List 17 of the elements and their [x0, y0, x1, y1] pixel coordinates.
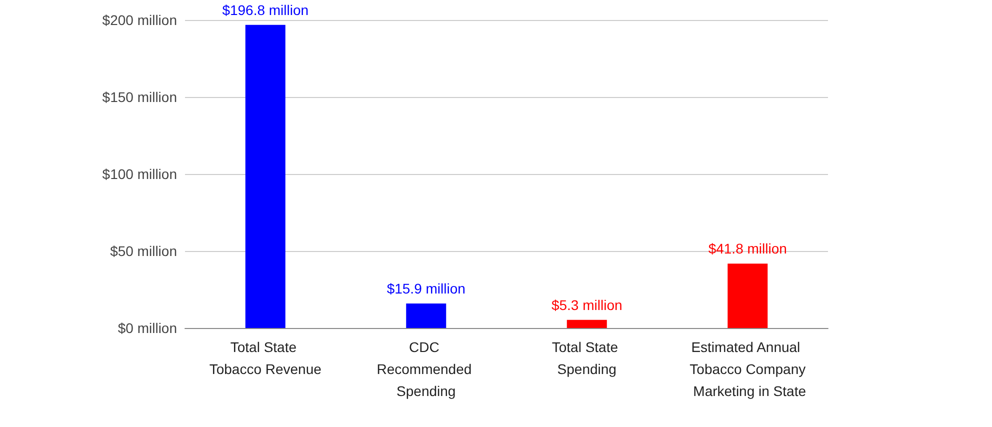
bar [406, 304, 446, 328]
x-tick-label: Total State Tobacco Revenue [209, 339, 322, 377]
y-tick-label: $50 million [110, 243, 177, 259]
data-label: $196.8 million [222, 2, 309, 18]
bar [566, 320, 607, 328]
x-tick-label: CDC Recommended Spending [376, 339, 476, 399]
y-tick-label: $100 million [102, 166, 177, 182]
bar [728, 264, 768, 328]
data-label: $41.8 million [708, 240, 787, 257]
x-tick-label: Total State Spending [552, 339, 622, 377]
data-label: $15.9 million [386, 280, 466, 297]
data-label: $5.3 million [551, 296, 622, 313]
y-tick-label: $150 million [102, 89, 177, 105]
bar [245, 24, 286, 328]
x-tick-label: Estimated Annual Tobacco Company Marketing in State [689, 339, 806, 399]
y-tick-label: $0 million [118, 320, 177, 336]
y-tick-label: $200 million [102, 12, 177, 28]
